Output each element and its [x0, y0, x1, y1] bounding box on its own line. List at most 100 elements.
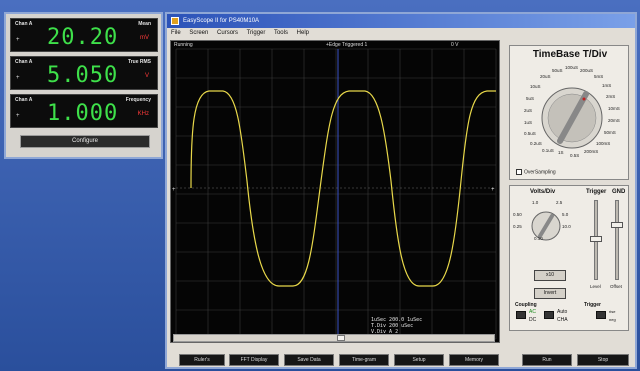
volts-scale-label: 0.25: [513, 224, 522, 229]
timebase-knob[interactable]: [510, 56, 630, 176]
scope-window: EasyScope II for PS40M10A File Screen Cu…: [165, 12, 637, 369]
volts-panel: Volts/Div Trigger GND 1.0 2.5 5.0 10.0 0…: [509, 185, 629, 331]
scope-display[interactable]: Running +Edge Triggered 1 0 V +: [170, 40, 500, 343]
timebase-label: 100uS: [565, 65, 579, 70]
menu-trigger[interactable]: Trigger: [246, 30, 266, 36]
menu-help[interactable]: Help: [296, 30, 309, 36]
menu-file[interactable]: File: [171, 30, 181, 36]
memory-button[interactable]: Memory: [449, 354, 499, 366]
timebase-label: 2mS: [606, 94, 616, 99]
meter-unit: KHz: [137, 111, 149, 117]
timebase-label: 0.5S: [570, 153, 580, 158]
trigger-neg-label: neg: [609, 317, 616, 322]
volts-scale-label: 1.0: [532, 200, 539, 205]
menu-cursors[interactable]: Cursors: [217, 30, 239, 36]
volts-knob-pointer: [538, 214, 554, 238]
ground-marker: +: [172, 187, 176, 193]
trigger-edge-icon[interactable]: [596, 311, 606, 319]
oversampling-label: OverSampling: [524, 169, 556, 176]
meter-unit: V: [144, 73, 149, 79]
timebase-label: 1S: [558, 150, 564, 155]
timebase-label: 5mS: [594, 74, 604, 79]
timebase-label: 20uS: [540, 74, 551, 79]
menu-bar: File Screen Cursors Trigger Tools Help: [167, 28, 635, 39]
timebase-title: TimeBase T/Div: [532, 49, 608, 60]
menu-tools[interactable]: Tools: [273, 30, 288, 36]
meter-channel-label: Chan A: [15, 59, 33, 65]
timebase-label: 2uS: [524, 108, 533, 113]
window-title-bar: EasyScope II for PS40M10A: [167, 14, 635, 28]
x10-button[interactable]: x10: [534, 270, 566, 281]
fft-display-button[interactable]: FFT Display: [229, 354, 279, 366]
run-button[interactable]: Run: [522, 354, 572, 366]
meter-window: Chan A Mean + 20.20 mV Chan A True RMS +…: [4, 12, 163, 159]
meter-row-rms: Chan A True RMS + 5.050 V: [10, 56, 158, 90]
stop-button[interactable]: Stop: [577, 354, 629, 366]
grid: [175, 48, 497, 340]
horizontal-scrollbar[interactable]: [173, 334, 495, 342]
oversampling-checkbox[interactable]: OverSampling: [516, 169, 556, 175]
readout-line: V.Div A 2: [371, 329, 399, 335]
level-label: Level: [590, 284, 601, 289]
menu-screen[interactable]: Screen: [189, 30, 209, 36]
meter-indicator: +: [16, 113, 20, 119]
configure-button[interactable]: Configure: [20, 135, 150, 148]
invert-button[interactable]: Invert: [534, 288, 566, 299]
offset-label: Offset: [610, 284, 622, 289]
measurement-readout: 1uSec 200.0 1uSec T.Div 200 uSec V.Div A…: [371, 317, 422, 335]
timebase-label: 1uS: [524, 120, 533, 125]
scrollbar-thumb[interactable]: [337, 335, 345, 341]
volts-knob[interactable]: [514, 196, 584, 256]
volts-scale-label: 5.0: [562, 212, 569, 217]
time-gram-button[interactable]: Time-gram: [339, 354, 389, 366]
volts-scale-label: 0.50: [513, 212, 522, 217]
meter-mode-label: True RMS: [127, 59, 151, 65]
timebase-label: 10mS: [608, 106, 620, 111]
window-title: EasyScope II for PS40M10A: [183, 18, 260, 24]
offset-slider[interactable]: [615, 200, 619, 280]
timebase-label: 0.5uS: [524, 131, 536, 136]
timebase-label: 1mS: [602, 83, 612, 88]
trigger-auto-label: Auto: [557, 309, 568, 315]
channel-a-trace: [190, 90, 496, 287]
coupling-ac-dc-icon[interactable]: [516, 311, 526, 319]
rulers-button[interactable]: Ruler's: [179, 354, 225, 366]
waveform-graph: + +: [172, 48, 497, 340]
timebase-label: 200uS: [580, 68, 594, 73]
readout-line: 1uSec 200.0 1uSec: [371, 317, 423, 323]
meter-unit: mV: [140, 35, 149, 41]
timebase-label: 0.2uS: [530, 141, 542, 146]
coupling-dc-label: DC: [529, 317, 537, 323]
save-data-button[interactable]: Save Data: [284, 354, 334, 366]
meter-indicator: +: [16, 75, 20, 81]
trigger-mode-icon[interactable]: [544, 311, 554, 319]
trigger-section-label: Trigger: [584, 302, 601, 308]
meter-channel-label: Chan A: [15, 97, 33, 103]
readout-line: T.Div 200 uSec: [371, 323, 414, 329]
trigger-level-handle[interactable]: [590, 236, 602, 242]
meter-row-mean: Chan A Mean + 20.20 mV: [10, 18, 158, 52]
volts-div-title: Volts/Div: [530, 189, 556, 195]
timebase-label: 200mS: [584, 149, 599, 154]
status-trigger: +Edge Triggered 1: [326, 42, 368, 48]
coupling-label: Coupling: [515, 302, 537, 308]
volts-scale-label: 2.5: [556, 200, 563, 205]
checkbox-box[interactable]: [516, 169, 522, 175]
trigger-title: Trigger: [586, 189, 607, 195]
meter-value: 5.050: [47, 63, 119, 88]
offset-handle[interactable]: [611, 222, 623, 228]
gnd-title: GND: [612, 189, 626, 195]
meter-mode-label: Mean: [138, 21, 151, 27]
meter-value: 1.000: [47, 101, 119, 126]
trigger-level-marker: +: [491, 187, 495, 193]
volts-scale-label: 0.10: [534, 236, 543, 241]
app-icon: [171, 17, 179, 25]
knob-indicator-dot: [582, 97, 586, 101]
knob-pointer: [557, 91, 589, 144]
timebase-label: 0.1uS: [542, 148, 554, 153]
meter-channel-label: Chan A: [15, 21, 33, 27]
setup-button[interactable]: Setup: [394, 354, 444, 366]
status-voltage: 0 V: [451, 42, 459, 48]
timebase-panel: TimeBase T/Div 20uS 50uS 100uS 200uS 5mS…: [509, 45, 629, 180]
